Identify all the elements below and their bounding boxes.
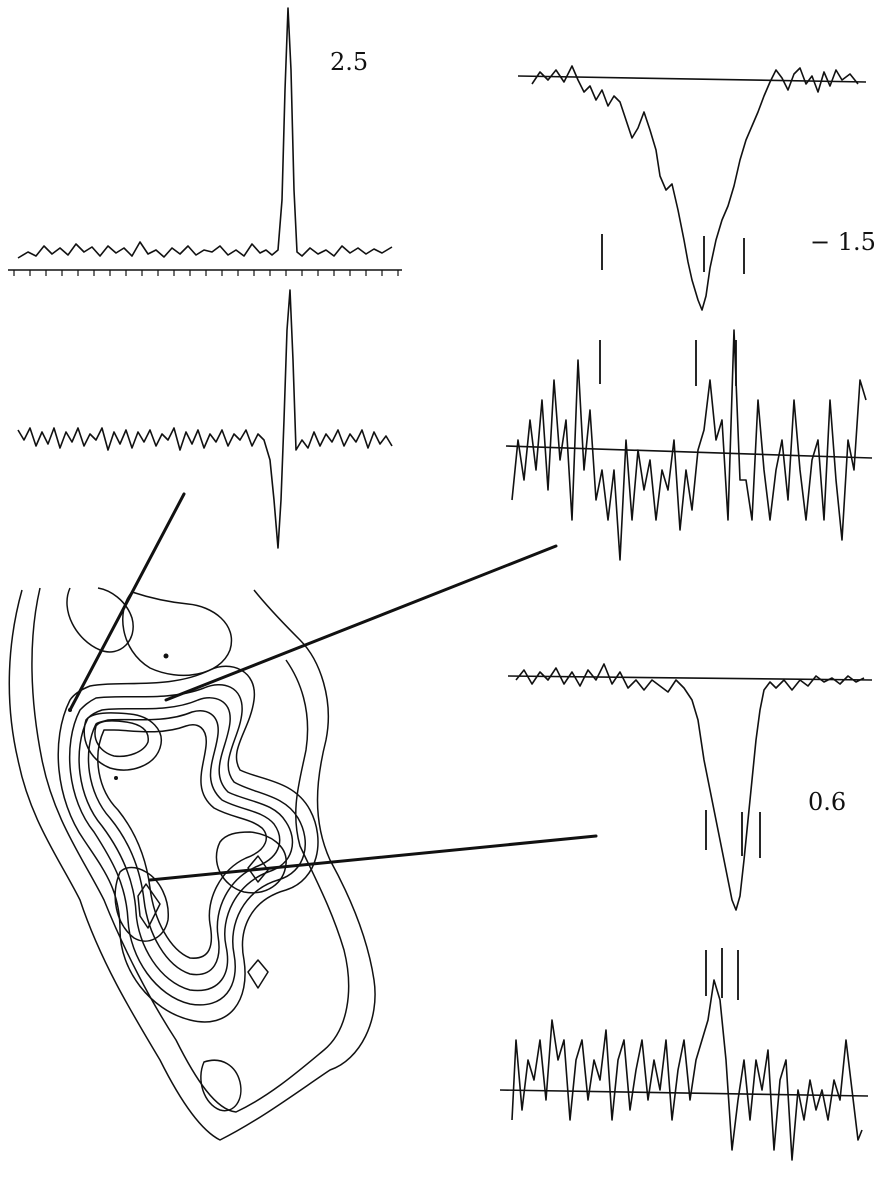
contour-small-island: [247, 959, 269, 989]
contour-outer-2: [31, 587, 350, 1113]
noisy-spectrum-trace: [511, 329, 867, 561]
continuum-line-bottom-right-noise: [499, 1089, 869, 1097]
contour-peak-main-inner: [94, 720, 149, 758]
leader-lines: [68, 492, 598, 882]
map-dot: [114, 776, 118, 780]
leader-line: [164, 544, 558, 702]
contour-top-loop: [66, 587, 134, 653]
baseline-ticks: [13, 270, 399, 276]
spectrum-panel-top-left: 2.5: [8, 7, 402, 276]
contour-third-inner: [247, 855, 269, 883]
noisy-spectrum-trace: [511, 979, 863, 1161]
contour-map: [8, 587, 376, 1141]
contour-secondary: [114, 866, 169, 942]
contour-secondary-inner: [137, 883, 161, 929]
spectrum-panel-middle-left: [17, 289, 393, 549]
panel-label-bottom-right: 0.6: [808, 788, 846, 816]
panel-label-top-left: 2.5: [330, 48, 368, 76]
contour-peak-main: [83, 712, 163, 771]
contour-lower-island: [200, 1059, 242, 1112]
contour-level: [97, 724, 268, 959]
spectrum-panel-top-right: − 1.5: [517, 65, 876, 311]
panel-label-top-right: − 1.5: [810, 228, 876, 256]
contour-upper-right: [122, 591, 233, 677]
contour-outer: [8, 589, 376, 1141]
leader-line: [68, 492, 186, 712]
map-dot: [163, 653, 169, 659]
spectrum-panel-bottom-right: 0.6: [507, 663, 873, 911]
spectrum-panel-bottom-right-noise: [499, 948, 869, 1161]
leader-line: [148, 834, 598, 882]
emission-spectrum-trace: [17, 7, 393, 259]
absorption-profile-trace: [531, 65, 859, 311]
pcygni-spectrum-trace: [17, 289, 393, 549]
contour-level: [87, 710, 281, 976]
spectrum-panel-middle-right: [505, 329, 873, 561]
contour-level: [68, 684, 306, 1006]
contour-third: [215, 831, 287, 894]
absorption-profile-trace: [515, 663, 865, 911]
contour-level: [78, 697, 294, 992]
